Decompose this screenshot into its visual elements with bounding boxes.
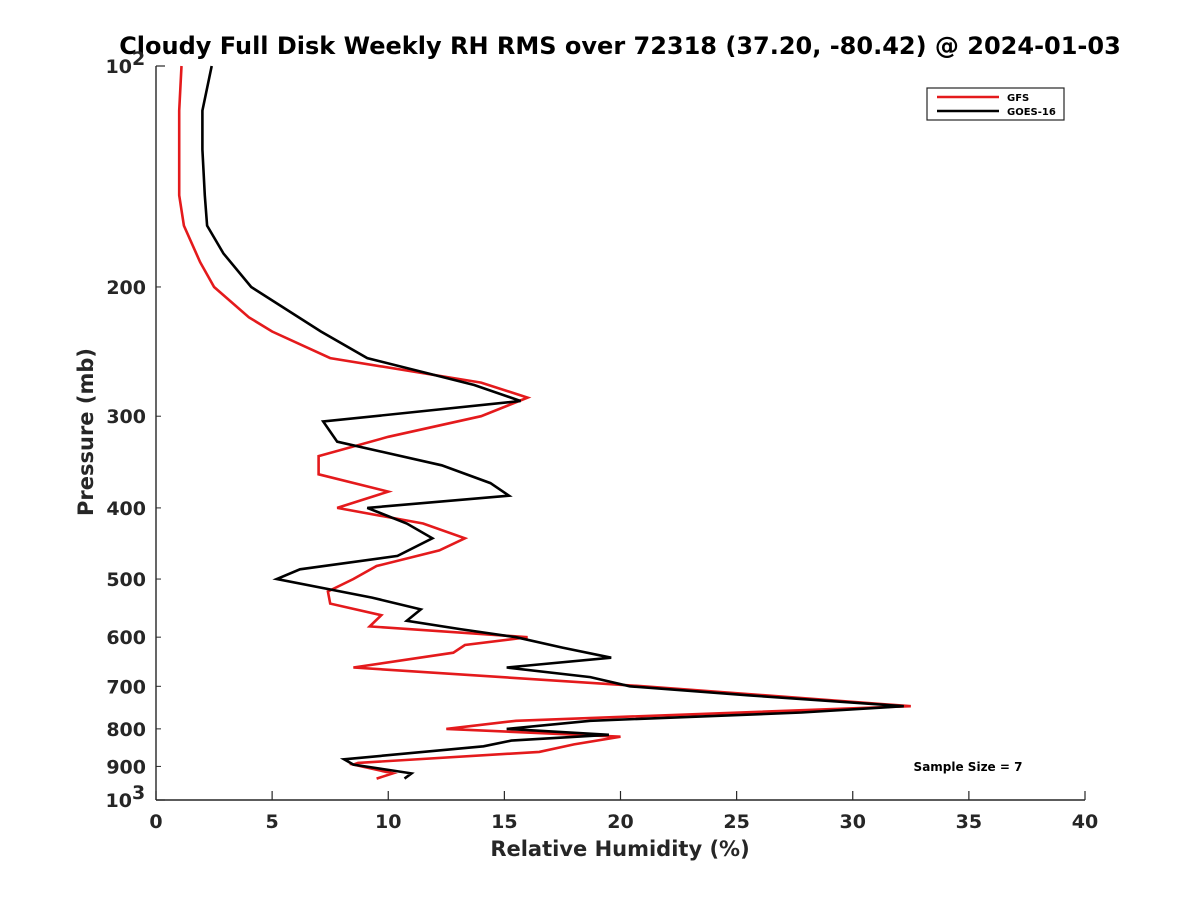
- x-axis-label: Relative Humidity (%): [490, 837, 749, 861]
- legend-box: [926, 87, 1065, 121]
- series-line-goes-16: [201, 65, 904, 780]
- y-tick-label: 900: [106, 756, 146, 778]
- x-tick-label: 25: [723, 811, 749, 833]
- chart-title: Cloudy Full Disk Weekly RH RMS over 7231…: [119, 32, 1121, 60]
- y-tick-label: 200: [106, 277, 146, 299]
- y-tick-label: 700: [106, 676, 146, 698]
- y-tick-label: 600: [106, 627, 146, 649]
- y-major-tick-exponent: 3: [132, 782, 145, 804]
- y-tick-label: 800: [106, 719, 146, 741]
- x-tick-label: 0: [149, 811, 162, 833]
- y-tick-label: 400: [106, 498, 146, 520]
- x-tick-label: 40: [1072, 811, 1098, 833]
- y-axis-label: Pressure (mb): [74, 348, 98, 516]
- x-tick-label: 5: [266, 811, 279, 833]
- legend: GFS GOES-16: [926, 87, 1065, 121]
- axes-layer: 0 5 10 15 20 25 30 35 40 200 300 400 500 600 700 800 900…: [106, 48, 1099, 833]
- series-line-gfs: [177, 65, 911, 780]
- y-tick-label: 500: [106, 569, 146, 591]
- series-layer: [177, 65, 911, 780]
- y-major-tick-exponent: 2: [132, 48, 145, 70]
- plot-area: 0 5 10 15 20 25 30 35 40 200 300 400 500 600 700 800 900…: [106, 48, 1099, 833]
- y-major-tick-label: 10: [106, 790, 132, 812]
- x-tick-label: 20: [607, 811, 633, 833]
- x-tick-label: 30: [840, 811, 866, 833]
- x-tick-label: 10: [375, 811, 401, 833]
- y-major-tick-label: 10: [106, 56, 132, 78]
- x-tick-label: 15: [491, 811, 517, 833]
- y-tick-label: 300: [106, 406, 146, 428]
- legend-label-gfs: GFS: [1007, 93, 1029, 104]
- x-tick-label: 35: [956, 811, 982, 833]
- sample-size-annotation: Sample Size = 7: [914, 760, 1023, 774]
- legend-label-goes-16: GOES-16: [1007, 107, 1056, 118]
